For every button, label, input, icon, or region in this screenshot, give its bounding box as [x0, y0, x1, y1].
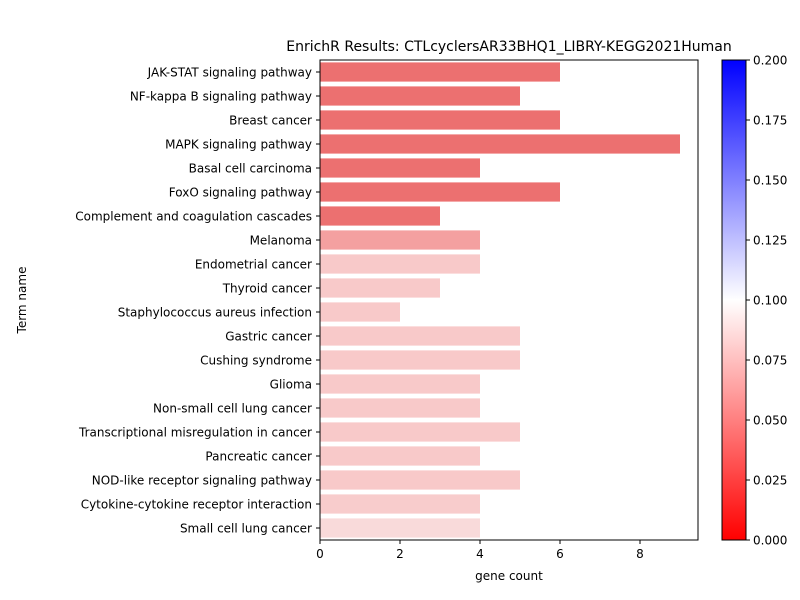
colorbar-tick-label: 0.025 — [753, 474, 787, 488]
bar-13 — [320, 374, 480, 394]
colorbar-tick-label: 0.075 — [753, 354, 787, 368]
bar-17 — [320, 470, 520, 490]
bar-16 — [320, 446, 480, 466]
colorbar-tick-label: 0.000 — [753, 534, 787, 548]
bar-3 — [320, 134, 680, 154]
bar-9 — [320, 278, 440, 298]
colorbar-tick-label: 0.175 — [753, 114, 787, 128]
bar-11 — [320, 326, 520, 346]
y-tick-label: Small cell lung cancer — [180, 522, 312, 536]
y-tick-label: Breast cancer — [229, 114, 312, 128]
bar-7 — [320, 230, 480, 250]
bar-6 — [320, 206, 440, 226]
y-tick-label: Pancreatic cancer — [205, 450, 312, 464]
y-tick-label: MAPK signaling pathway — [165, 138, 312, 152]
bar-12 — [320, 350, 520, 370]
bar-10 — [320, 302, 400, 322]
chart-title: EnrichR Results: CTLcyclersAR33BHQ1_LIBR… — [286, 39, 732, 55]
x-tick-label: 8 — [636, 547, 644, 561]
y-tick-label: Melanoma — [250, 234, 312, 248]
bar-14 — [320, 398, 480, 418]
x-tick-label: 2 — [396, 547, 404, 561]
colorbar-tick-label: 0.100 — [753, 294, 787, 308]
y-tick-label: Endometrial cancer — [195, 258, 312, 272]
y-tick-label: Thyroid cancer — [222, 282, 312, 296]
bar-19 — [320, 518, 480, 538]
bar-8 — [320, 254, 480, 274]
y-tick-label: JAK-STAT signaling pathway — [147, 66, 312, 80]
bar-18 — [320, 494, 480, 514]
y-tick-label: Glioma — [270, 378, 312, 392]
x-axis-label: gene count — [475, 569, 543, 583]
x-tick-label: 0 — [316, 547, 324, 561]
colorbar-tick-label: 0.200 — [753, 54, 787, 68]
y-tick-label: Staphylococcus aureus infection — [118, 306, 312, 320]
bar-1 — [320, 86, 520, 106]
plot-frame — [319, 59, 699, 541]
y-tick-label: Basal cell carcinoma — [189, 162, 312, 176]
colorbar — [721, 59, 747, 541]
bar-5 — [320, 182, 560, 202]
colorbar-tick-label: 0.050 — [753, 414, 787, 428]
colorbar-tick-label: 0.150 — [753, 174, 787, 188]
y-tick-label: Complement and coagulation cascades — [75, 210, 312, 224]
bar-15 — [320, 422, 520, 442]
y-tick-label: FoxO signaling pathway — [169, 186, 312, 200]
y-tick-label: NOD-like receptor signaling pathway — [92, 474, 312, 488]
y-tick-label: Cytokine-cytokine receptor interaction — [81, 498, 312, 512]
colorbar-tick-label: 0.125 — [753, 234, 787, 248]
y-tick-label: NF-kappa B signaling pathway — [130, 90, 312, 104]
y-tick-label: Transcriptional misregulation in cancer — [78, 426, 312, 440]
x-tick-label: 4 — [476, 547, 484, 561]
y-tick-label: Cushing syndrome — [200, 354, 312, 368]
y-tick-label: Gastric cancer — [225, 330, 312, 344]
bar-0 — [320, 62, 560, 82]
y-axis-label: Term name — [15, 267, 29, 335]
y-tick-label: Non-small cell lung cancer — [153, 402, 312, 416]
x-tick-label: 6 — [556, 547, 564, 561]
bar-4 — [320, 158, 480, 178]
bar-2 — [320, 110, 560, 130]
